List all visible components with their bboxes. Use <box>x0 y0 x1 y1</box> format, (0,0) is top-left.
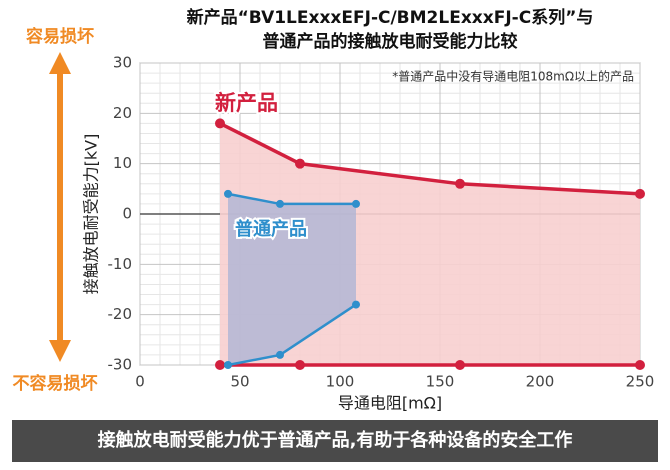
point <box>635 360 645 370</box>
chart-title: 普通产品的接触放电耐受能力比较 <box>263 31 518 52</box>
point <box>224 361 232 369</box>
y-tick-label: 30 <box>113 54 132 72</box>
x-tick-label: 150 <box>426 373 455 391</box>
point <box>455 360 465 370</box>
y-tick-label: 10 <box>113 154 132 172</box>
point <box>455 178 465 189</box>
footer-banner <box>12 420 658 462</box>
y-tick-label: -20 <box>108 305 133 323</box>
x-tick-label: 250 <box>626 373 655 391</box>
plot-area: 0 50 100 150 200 250 -30 -20 -10 0 10 20 30 *普通产品中没有导… <box>108 54 655 391</box>
annotation-bottom: 不容易损坏 <box>13 373 98 394</box>
point <box>276 350 284 359</box>
series-label: 新产品 <box>215 91 278 115</box>
range-fill <box>228 193 356 365</box>
point <box>224 189 232 198</box>
x-tick-label: 50 <box>230 373 249 391</box>
series-line <box>219 121 641 196</box>
y-tick-label: -30 <box>108 356 133 374</box>
footer-text: 接触放电耐受能力优于普通产品,有助于各种设备的安全工作 <box>98 429 573 451</box>
point <box>276 199 284 208</box>
x-tick-label: 100 <box>326 373 355 391</box>
series-label: 普通产品 <box>235 218 307 240</box>
point <box>215 360 225 370</box>
point <box>352 300 360 309</box>
note: *普通产品中没有导通电阻108mΩ以上的产品 <box>392 69 634 84</box>
point <box>635 188 645 199</box>
y-tick-label: 20 <box>113 104 132 122</box>
x-axis-label: 导通电阻[mΩ] <box>338 394 442 413</box>
annotation-top: 容易损坏 <box>26 26 94 47</box>
y-axis-label: 接触放电耐受能力[kV] <box>82 134 101 295</box>
x-tick-label: 0 <box>135 373 145 391</box>
arrow <box>49 52 71 362</box>
point <box>352 199 360 208</box>
y-tick-label: 0 <box>122 205 132 223</box>
x-tick-label: 200 <box>526 373 555 391</box>
point <box>295 360 305 370</box>
y-tick-label: -10 <box>108 255 133 273</box>
point <box>295 158 305 169</box>
chart-title: 新产品“BV1LExxxEFJ-C/BM2LExxxFJ-C系列”与 <box>187 7 594 28</box>
point <box>215 118 225 129</box>
